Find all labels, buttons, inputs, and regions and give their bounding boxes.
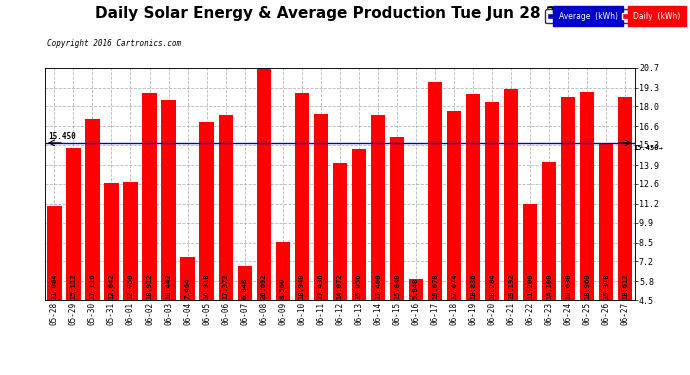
- Text: 14.100: 14.100: [546, 273, 552, 298]
- Text: 16.918: 16.918: [204, 273, 210, 298]
- Bar: [390, 137, 404, 300]
- Text: 20.692: 20.692: [261, 273, 267, 298]
- Bar: [408, 279, 423, 300]
- Text: 18.630: 18.630: [565, 273, 571, 298]
- Text: 6.848: 6.848: [241, 278, 248, 298]
- Text: 18.940: 18.940: [299, 273, 305, 298]
- Text: 18.284: 18.284: [489, 273, 495, 298]
- Bar: [618, 98, 633, 300]
- Bar: [257, 68, 271, 300]
- Bar: [485, 102, 499, 300]
- Legend: Average  (kWh), Daily  (kWh): Average (kWh), Daily (kWh): [545, 9, 682, 23]
- Text: 12.642: 12.642: [108, 273, 115, 298]
- Bar: [371, 115, 385, 300]
- Bar: [181, 258, 195, 300]
- Text: 17.400: 17.400: [375, 273, 381, 298]
- Bar: [142, 93, 157, 300]
- Text: 14.072: 14.072: [337, 273, 343, 298]
- Text: 11.200: 11.200: [527, 273, 533, 298]
- Text: 17.372: 17.372: [223, 273, 228, 298]
- Text: 18.912: 18.912: [146, 273, 152, 298]
- Text: 17.674: 17.674: [451, 273, 457, 298]
- Text: 8.560: 8.560: [279, 278, 286, 298]
- Text: 7.464: 7.464: [185, 278, 190, 298]
- Text: 15.450: 15.450: [49, 132, 77, 141]
- Bar: [47, 206, 61, 300]
- Text: 17.116: 17.116: [90, 273, 95, 298]
- Bar: [295, 93, 309, 300]
- Bar: [333, 163, 347, 300]
- Bar: [352, 148, 366, 300]
- Text: 18.612: 18.612: [622, 273, 629, 298]
- Bar: [124, 182, 137, 300]
- Text: 15.056: 15.056: [356, 273, 362, 298]
- Text: 11.064: 11.064: [51, 273, 57, 298]
- Bar: [86, 119, 99, 300]
- Bar: [428, 82, 442, 300]
- Bar: [275, 242, 290, 300]
- Text: 18.442: 18.442: [166, 273, 172, 298]
- Bar: [66, 148, 81, 300]
- Text: 15.450→: 15.450→: [633, 145, 662, 151]
- Text: 19.192: 19.192: [508, 273, 514, 298]
- Bar: [104, 183, 119, 300]
- Bar: [542, 162, 556, 300]
- Text: 5.948: 5.948: [413, 278, 419, 298]
- Text: 12.750: 12.750: [128, 273, 133, 298]
- Bar: [219, 115, 233, 300]
- Text: 15.378: 15.378: [603, 273, 609, 298]
- Bar: [561, 97, 575, 300]
- Bar: [199, 122, 214, 300]
- Bar: [523, 204, 538, 300]
- Bar: [599, 144, 613, 300]
- Bar: [237, 266, 252, 300]
- Bar: [466, 94, 480, 300]
- Bar: [314, 114, 328, 300]
- Text: 15.840: 15.840: [394, 273, 400, 298]
- Bar: [447, 111, 461, 300]
- Bar: [504, 89, 518, 300]
- Bar: [580, 93, 594, 300]
- Text: Daily Solar Energy & Average Production Tue Jun 28 20:34: Daily Solar Energy & Average Production …: [95, 6, 595, 21]
- Text: 18.960: 18.960: [584, 273, 590, 298]
- Text: 19.678: 19.678: [432, 273, 438, 298]
- Text: Copyright 2016 Cartronics.com: Copyright 2016 Cartronics.com: [47, 39, 181, 48]
- Text: 18.836: 18.836: [470, 273, 476, 298]
- Text: 15.112: 15.112: [70, 273, 77, 298]
- Bar: [161, 100, 176, 300]
- Text: 17.436: 17.436: [318, 273, 324, 298]
